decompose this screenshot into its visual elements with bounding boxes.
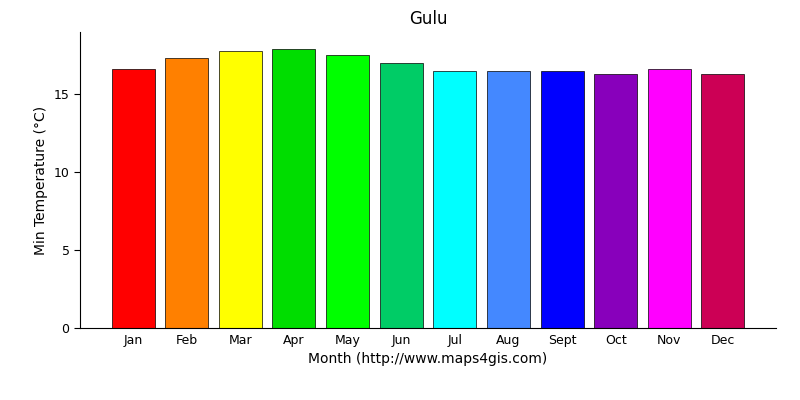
- Bar: [702, 74, 744, 328]
- X-axis label: Month (http://www.maps4gis.com): Month (http://www.maps4gis.com): [308, 352, 548, 366]
- Bar: [434, 71, 476, 328]
- Bar: [541, 71, 583, 328]
- Bar: [594, 74, 637, 328]
- Bar: [166, 58, 208, 328]
- Bar: [648, 69, 690, 328]
- Bar: [487, 71, 530, 328]
- Y-axis label: Min Temperature (°C): Min Temperature (°C): [34, 106, 48, 254]
- Bar: [380, 63, 422, 328]
- Title: Gulu: Gulu: [409, 10, 447, 28]
- Bar: [326, 55, 369, 328]
- Bar: [219, 51, 262, 328]
- Bar: [112, 69, 154, 328]
- Bar: [273, 49, 315, 328]
